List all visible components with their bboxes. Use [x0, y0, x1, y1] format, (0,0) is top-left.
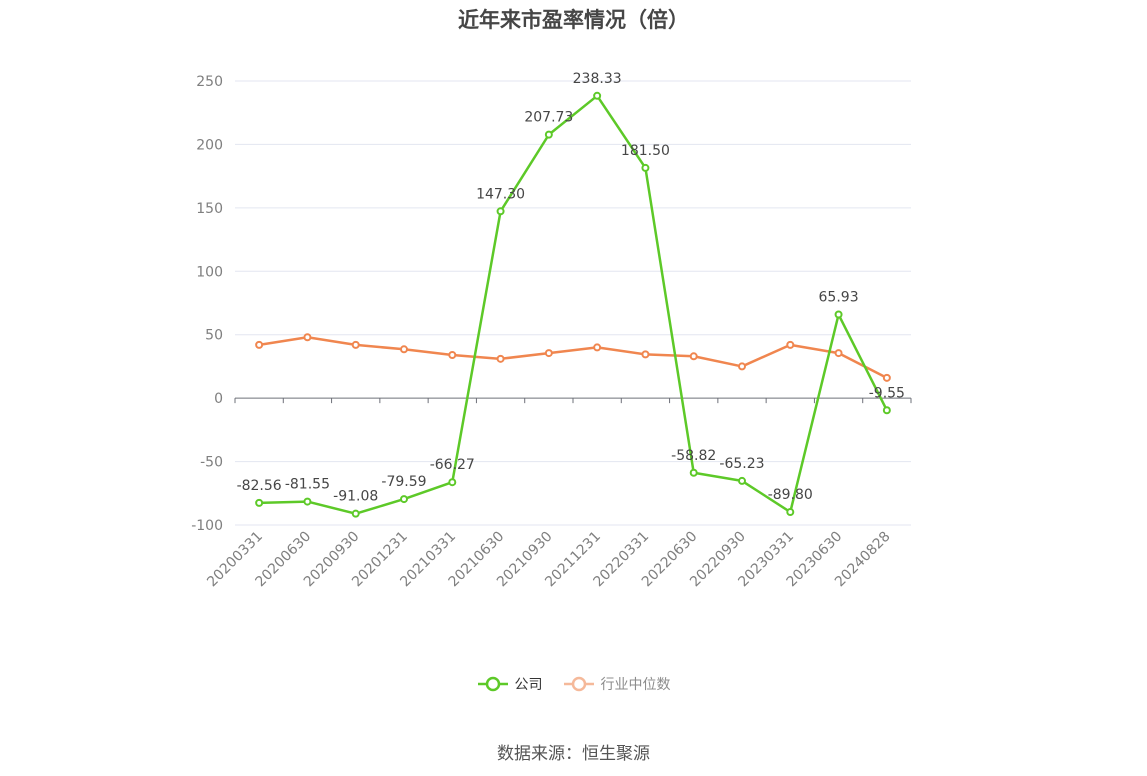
industry-median-point — [400, 345, 408, 354]
data-label: -58.82 — [671, 448, 716, 464]
industry-median-point — [496, 354, 505, 363]
industry-median-point — [882, 373, 891, 382]
legend-label: 行业中位数 — [600, 677, 671, 693]
y-tick-label: 100 — [196, 264, 223, 280]
industry-median-point — [448, 351, 457, 360]
industry-median-point — [255, 340, 264, 349]
y-tick-label: -100 — [191, 518, 223, 534]
industry-median-point — [834, 349, 843, 358]
y-tick-label: 200 — [196, 137, 223, 153]
data-label: 147.30 — [476, 186, 525, 202]
chart-title: 近年来市盈率情况（倍） — [458, 8, 689, 32]
company-point — [641, 163, 650, 172]
company-point — [448, 478, 457, 487]
industry-median-line — [258, 336, 888, 379]
y-tick-label: 150 — [196, 201, 223, 217]
source-note: 数据来源：恒生聚源 — [497, 744, 650, 764]
data-label: -66.27 — [430, 457, 475, 473]
legend-item-industry-median[interactable]: 行业中位数 — [563, 674, 671, 694]
legend: 公司 行业中位数 — [0, 674, 1147, 694]
industry-median-point — [641, 350, 650, 359]
data-label: -89.80 — [768, 487, 813, 503]
series-lines — [255, 91, 891, 518]
data-label: -65.23 — [719, 456, 764, 472]
y-tick-label: 50 — [205, 328, 223, 344]
data-labels: -82.56 -81.55-91.08-79.59-66.27 147.30 207.… — [237, 71, 905, 505]
company-point — [255, 498, 264, 507]
industry-median-point — [593, 343, 602, 352]
company-point — [303, 497, 312, 506]
company-point — [689, 468, 698, 477]
y-tick-label: 250 — [196, 74, 223, 90]
legend-line-icon — [563, 676, 594, 692]
y-tick-label: 0 — [214, 391, 223, 407]
y-tick-label: -50 — [200, 455, 223, 471]
legend-item-company[interactable]: 公司 — [477, 674, 543, 694]
company-point — [834, 310, 843, 319]
company-point — [738, 476, 746, 485]
data-label: 207.73 — [524, 110, 573, 126]
data-label: 238.33 — [573, 71, 622, 87]
industry-median-point — [544, 349, 553, 358]
data-label: -91.08 — [333, 489, 378, 505]
company-point — [882, 406, 891, 415]
axes: 250200150100500-50-100202003312020063020… — [191, 74, 912, 590]
data-label: -82.56 — [237, 478, 282, 494]
company-point — [351, 509, 360, 518]
industry-median-point — [303, 333, 312, 342]
company-point — [544, 130, 553, 139]
legend-label: 公司 — [514, 677, 543, 693]
company-line — [259, 94, 888, 515]
company-point — [593, 91, 602, 100]
industry-median-point — [738, 362, 746, 371]
legend-line-icon — [477, 676, 508, 692]
company-point — [786, 508, 795, 517]
data-label: -9.55 — [869, 385, 905, 401]
data-label: -81.55 — [285, 477, 330, 493]
grid-lines — [235, 80, 911, 526]
company-point — [400, 495, 408, 504]
industry-median-point — [689, 352, 698, 361]
industry-median-point — [786, 340, 795, 349]
data-label: -79.59 — [381, 474, 426, 490]
data-label: 65.93 — [819, 290, 859, 306]
industry-median-point — [351, 340, 360, 349]
data-label: 181.50 — [621, 143, 670, 159]
company-point — [496, 207, 505, 216]
